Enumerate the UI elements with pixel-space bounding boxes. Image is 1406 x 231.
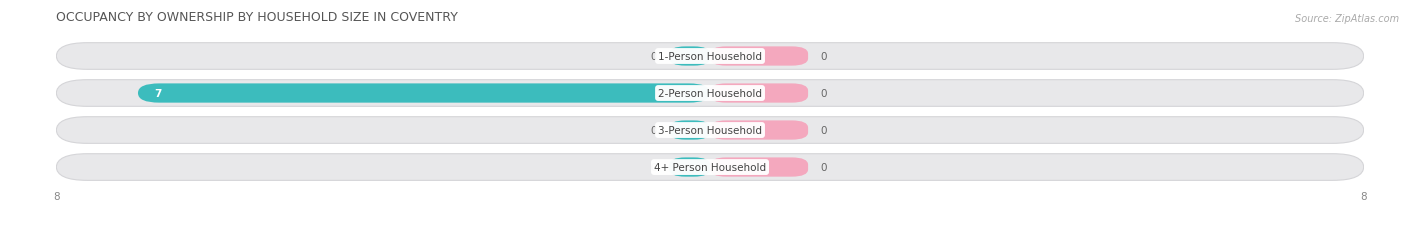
FancyBboxPatch shape — [56, 43, 1364, 70]
Text: 0: 0 — [820, 162, 827, 172]
FancyBboxPatch shape — [710, 121, 808, 140]
FancyBboxPatch shape — [710, 158, 808, 177]
FancyBboxPatch shape — [56, 117, 1364, 144]
FancyBboxPatch shape — [669, 47, 710, 66]
Text: 0: 0 — [820, 52, 827, 62]
FancyBboxPatch shape — [138, 84, 710, 103]
FancyBboxPatch shape — [710, 47, 808, 66]
Text: 0: 0 — [820, 89, 827, 99]
FancyBboxPatch shape — [56, 154, 1364, 181]
FancyBboxPatch shape — [669, 121, 710, 140]
Text: 7: 7 — [155, 89, 162, 99]
Text: 1-Person Household: 1-Person Household — [658, 52, 762, 62]
Text: 3-Person Household: 3-Person Household — [658, 125, 762, 135]
Text: 0: 0 — [651, 125, 657, 135]
Text: 0: 0 — [820, 125, 827, 135]
FancyBboxPatch shape — [669, 158, 710, 177]
FancyBboxPatch shape — [710, 84, 808, 103]
Text: 4+ Person Household: 4+ Person Household — [654, 162, 766, 172]
Text: 0: 0 — [651, 162, 657, 172]
FancyBboxPatch shape — [56, 80, 1364, 107]
Text: 0: 0 — [651, 52, 657, 62]
Text: OCCUPANCY BY OWNERSHIP BY HOUSEHOLD SIZE IN COVENTRY: OCCUPANCY BY OWNERSHIP BY HOUSEHOLD SIZE… — [56, 11, 458, 24]
Text: 2-Person Household: 2-Person Household — [658, 89, 762, 99]
Text: Source: ZipAtlas.com: Source: ZipAtlas.com — [1295, 14, 1399, 24]
